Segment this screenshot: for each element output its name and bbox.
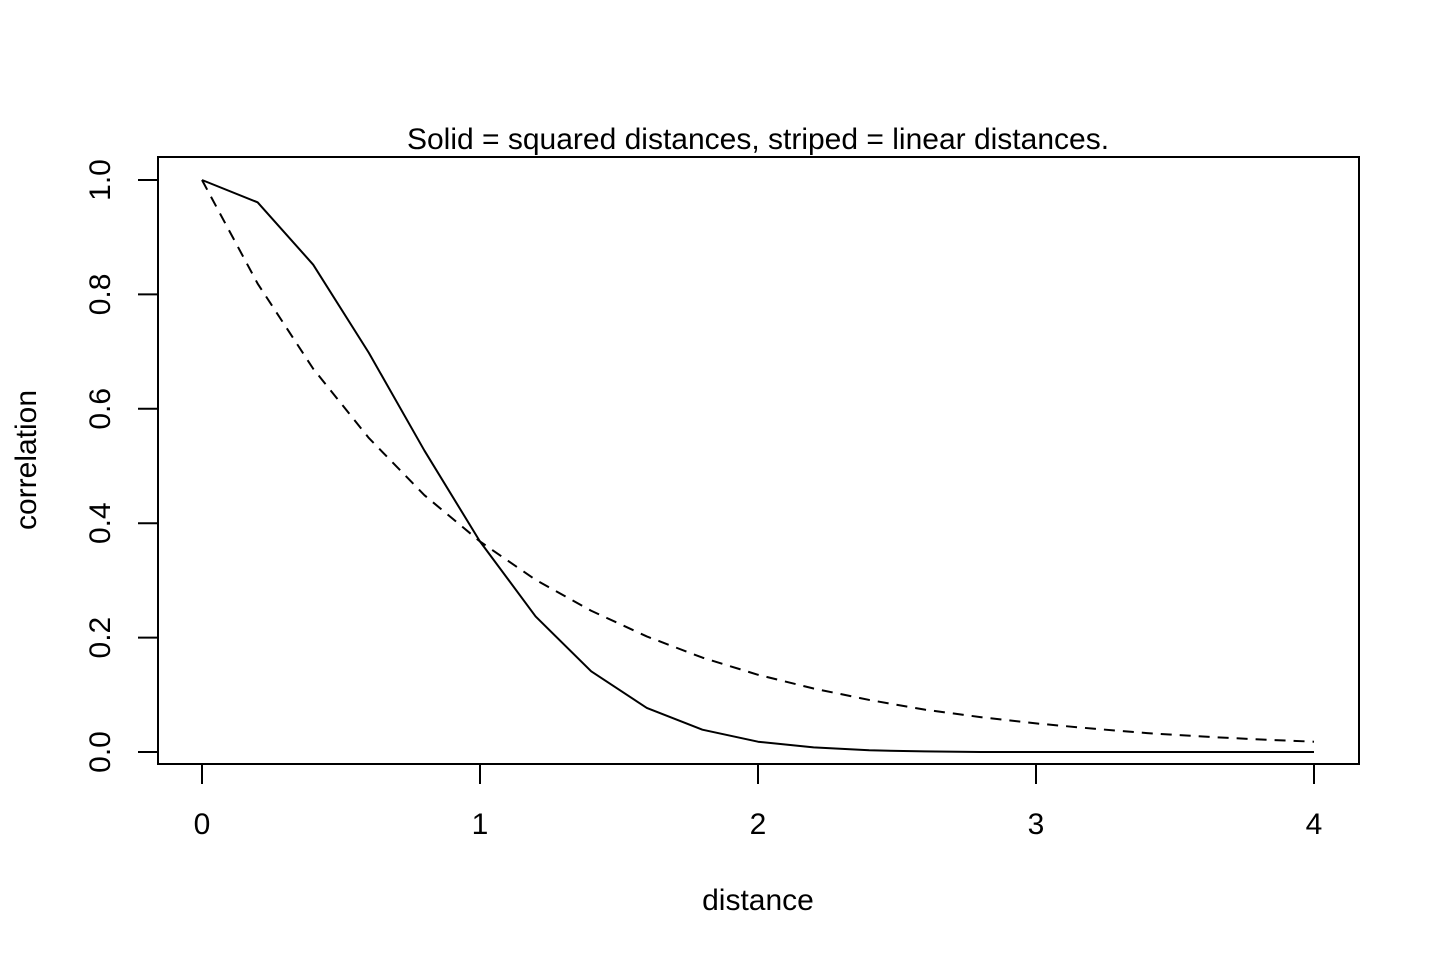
y-tick-label: 1.0 — [84, 159, 117, 201]
y-tick-label: 0.8 — [84, 274, 117, 316]
x-tick-label: 1 — [472, 808, 489, 841]
y-tick-label: 0.0 — [84, 731, 117, 773]
plot-frame — [157, 156, 1360, 765]
x-tick-label: 4 — [1306, 808, 1323, 841]
x-axis: 0 1 2 3 4 — [194, 763, 1323, 841]
y-axis-title: correlation — [10, 390, 43, 530]
series-line-solid — [201, 179, 1314, 753]
chart-title: Solid = squared distances, striped = lin… — [407, 123, 1109, 156]
x-axis-title: distance — [702, 884, 814, 917]
x-tick-label: 3 — [1028, 808, 1045, 841]
x-tick-label: 0 — [194, 808, 211, 841]
y-tick-label: 0.4 — [84, 502, 117, 544]
y-tick-label: 0.2 — [84, 617, 117, 659]
series-group — [201, 179, 1315, 753]
series-line-dashed — [201, 179, 1315, 743]
y-axis: 0.0 0.2 0.4 0.6 0.8 1.0 — [84, 159, 159, 773]
y-tick-label: 0.6 — [84, 388, 117, 430]
x-tick-label: 2 — [750, 808, 767, 841]
